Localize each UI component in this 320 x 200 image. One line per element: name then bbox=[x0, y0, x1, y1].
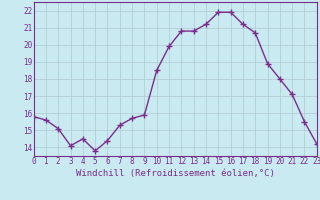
X-axis label: Windchill (Refroidissement éolien,°C): Windchill (Refroidissement éolien,°C) bbox=[76, 169, 275, 178]
